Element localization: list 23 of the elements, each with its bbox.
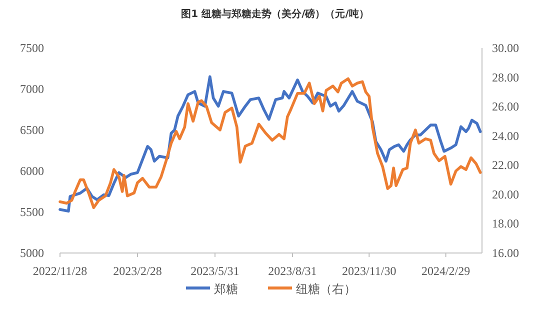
y-tick-label: 5500 [20,205,44,219]
y2-tick-label: 24.00 [492,128,519,143]
y2-tick-label: 22.00 [492,158,519,172]
y2-tick-label: 20.00 [492,187,519,202]
legend-label: 郑糖 [214,282,238,296]
y-tick-label: 6500 [20,123,44,137]
y2-tick-label: 18.00 [492,216,519,231]
x-tick-label: 2023/5/31 [190,264,240,278]
y-tick-label: 6000 [20,164,44,178]
x-tick-label: 2024/2/29 [421,264,470,278]
y-tick-label: 7500 [20,41,44,55]
y2-tick-label: 16.00 [492,246,519,260]
y2-tick-label: 28.00 [492,70,519,84]
x-tick-label: 2022/11/28 [32,264,88,278]
y2-tick-label: 26.00 [492,100,519,114]
x-tick-label: 2023/2/28 [113,264,162,278]
y-tick-label: 7000 [20,82,44,96]
legend-label: 纽糖（右） [296,282,356,296]
x-tick-label: 2023/8/31 [268,264,317,278]
y2-tick-label: 30.00 [492,41,519,55]
x-tick-label: 2023/11/30 [342,264,396,278]
y-tick-label: 5000 [20,246,44,260]
chart-title: 图1 纽糖与郑糖走势（美分/磅）（元/吨） [181,8,369,20]
